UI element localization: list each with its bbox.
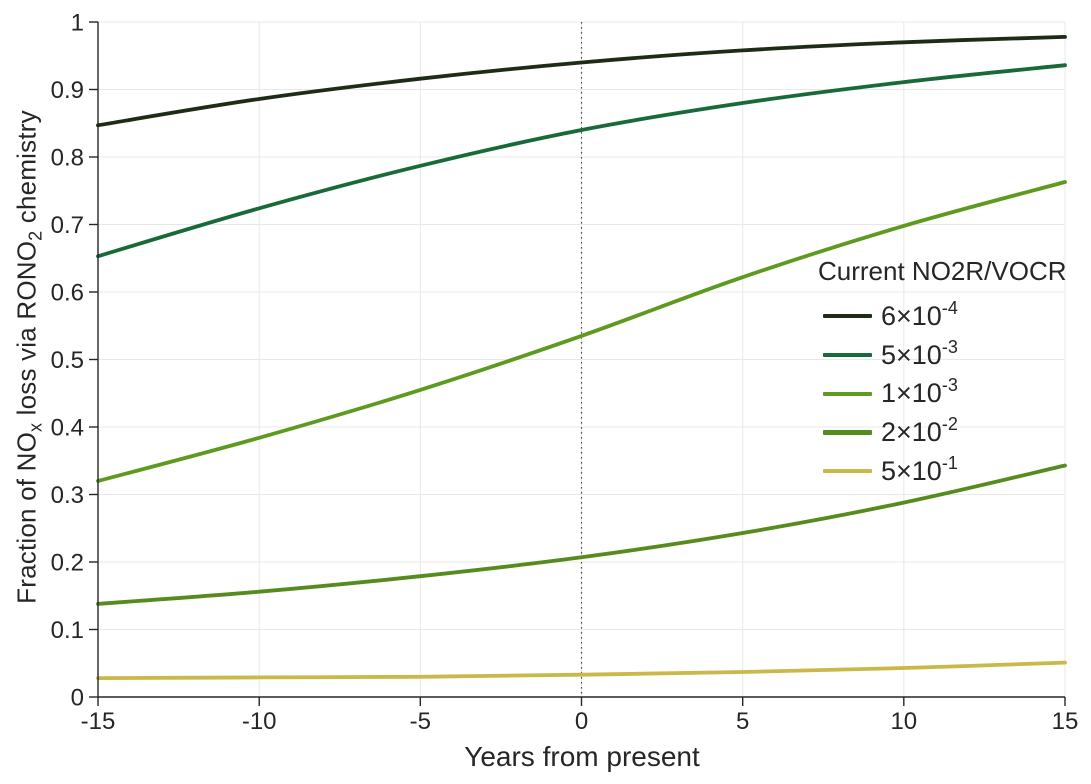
y-tick-label: 0.6 [51, 280, 84, 307]
y-axis-label-subscript-x: x [25, 422, 46, 432]
legend-entry: 1×10-3 [818, 374, 1067, 413]
series-curve-1e-3 [96, 180, 1067, 483]
y-tick-label: 0.5 [51, 347, 84, 374]
y-axis-label-text: chemistry [11, 110, 42, 231]
series-curve-5e-1 [96, 660, 1067, 680]
legend-value: 1×10 [881, 378, 942, 409]
y-axis-label-text: Fraction of NO [11, 431, 42, 604]
x-axis-label: Years from present [464, 741, 700, 772]
legend-exponent: -4 [941, 297, 958, 318]
y-axis-label-subscript-2: 2 [25, 230, 46, 241]
legend-exponent: -1 [941, 452, 958, 473]
y-tick-label: 0.7 [51, 212, 84, 239]
series-curve-2e-2 [96, 463, 1067, 606]
y-tick-label: 0.9 [51, 77, 84, 104]
y-axis-label-text: loss via RONO [11, 240, 42, 423]
legend-entry: 2×10-2 [818, 413, 1067, 452]
x-tick-label: -10 [242, 708, 277, 735]
series-curves [96, 35, 1067, 680]
legend-entry-label: 6×10-4 [881, 297, 958, 332]
legend-line-swatch [823, 391, 872, 396]
series-curve-6e-4 [96, 35, 1067, 128]
y-tick-label: 0.8 [51, 145, 84, 172]
y-tick-label: 0.3 [51, 482, 84, 509]
y-axis-label: Fraction of NOx loss via RONO2 chemistry [11, 110, 46, 604]
y-tick-label: 0.1 [51, 617, 84, 644]
legend-entry-label: 5×10-1 [881, 452, 958, 487]
legend-exponent: -3 [941, 375, 958, 396]
legend-entry: 5×10-3 [818, 336, 1067, 375]
legend-entry: 5×10-1 [818, 452, 1067, 491]
y-tick-label: 0.4 [51, 415, 84, 442]
axes [89, 21, 1066, 706]
y-tick-label: 0.2 [51, 550, 84, 577]
x-tick-label: -15 [81, 708, 116, 735]
y-tick-label: 1 [71, 10, 84, 37]
legend-entry: 6×10-4 [818, 297, 1067, 336]
x-tick-label: -5 [410, 708, 431, 735]
legend-entry-label: 2×10-2 [881, 413, 958, 448]
legend-value: 5×10 [881, 455, 942, 486]
legend-line-swatch [823, 430, 872, 435]
legend-value: 6×10 [881, 300, 942, 331]
series-curve-5e-3 [96, 63, 1067, 259]
x-tick-label: 10 [890, 708, 917, 735]
legend-value: 5×10 [881, 339, 942, 370]
y-tick-label: 0 [71, 685, 84, 712]
tick-labels: 0 0.1 0.2 0.3 0.4 0.5 0.6 0.7 0.8 0.9 1 -15 -10 -5 0 5 1… [51, 10, 1079, 736]
legend-value: 2×10 [881, 416, 942, 447]
legend-entry-label: 1×10-3 [881, 375, 958, 409]
legend-line-swatch [823, 314, 872, 319]
legend-entry-label: 5×10-3 [881, 336, 958, 371]
x-tick-label: 15 [1052, 708, 1079, 735]
legend-line-swatch [823, 469, 872, 474]
x-tick-label: 5 [736, 708, 749, 735]
legend-title: Current NO2R/VOCR [818, 256, 1067, 286]
legend-exponent: -3 [941, 336, 958, 357]
legend: Current NO2R/VOCR 6×10-4 5×10-3 1×10-3 2… [818, 256, 1067, 490]
legend-exponent: -2 [941, 413, 958, 434]
x-tick-label: 0 [575, 708, 588, 735]
legend-line-swatch [823, 352, 872, 358]
